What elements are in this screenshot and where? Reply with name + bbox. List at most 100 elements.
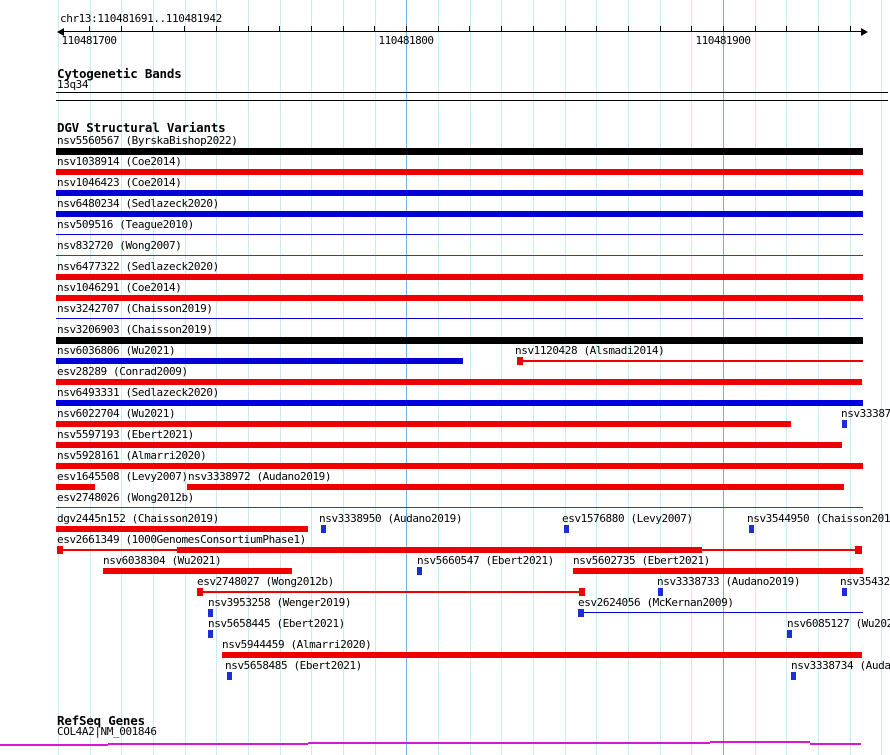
variant-bar[interactable] xyxy=(56,400,863,406)
axis-tick xyxy=(279,26,281,31)
variant-bar[interactable] xyxy=(56,442,842,448)
gene-line-segment[interactable] xyxy=(810,743,861,745)
variant-endpoint-marker[interactable] xyxy=(321,525,326,533)
variant-label[interactable]: nsv3338733 (Audano2019) xyxy=(657,575,801,588)
variant-line[interactable] xyxy=(56,318,863,319)
variant-line[interactable] xyxy=(56,507,863,508)
gridline-minor xyxy=(786,0,788,755)
variant-label[interactable]: nsv5944459 (Almarri2020) xyxy=(222,638,372,651)
variant-label[interactable]: nsv5602735 (Ebert2021) xyxy=(573,554,710,567)
variant-label[interactable]: esv1576880 (Levy2007) xyxy=(562,512,693,525)
variant-line[interactable] xyxy=(63,549,177,551)
gene-line-segment[interactable] xyxy=(308,742,710,744)
variant-line[interactable] xyxy=(702,549,855,551)
variant-bar[interactable] xyxy=(56,190,863,196)
gridline-minor xyxy=(627,0,629,755)
variant-label[interactable]: nsv5597193 (Ebert2021) xyxy=(57,428,194,441)
variant-endpoint-marker[interactable] xyxy=(578,609,584,617)
variant-bar[interactable] xyxy=(103,568,292,574)
variant-label[interactable]: nsv6022704 (Wu2021) xyxy=(57,407,176,420)
variant-label[interactable]: nsv6477322 (Sedlazeck2020) xyxy=(57,260,219,273)
variant-endpoint-marker[interactable] xyxy=(227,672,232,680)
variant-bar[interactable] xyxy=(56,169,863,175)
gene-line-segment[interactable] xyxy=(0,744,108,746)
variant-endpoint-marker[interactable] xyxy=(791,672,796,680)
variant-endpoint-marker[interactable] xyxy=(787,630,792,638)
gridline-minor xyxy=(311,0,313,755)
variant-bar[interactable] xyxy=(177,547,702,553)
variant-bar[interactable] xyxy=(56,337,863,344)
variant-label[interactable]: nsv333873 xyxy=(841,407,890,420)
variant-label[interactable]: nsv3338972 (Audano2019) xyxy=(188,470,332,483)
variant-label[interactable]: nsv1120428 (Alsmadi2014) xyxy=(515,344,665,357)
variant-label[interactable]: nsv6480234 (Sedlazeck2020) xyxy=(57,197,219,210)
variant-label[interactable]: nsv5658445 (Ebert2021) xyxy=(208,617,345,630)
variant-bar[interactable] xyxy=(222,652,862,658)
variant-bar[interactable] xyxy=(56,211,863,217)
variant-endpoint-marker[interactable] xyxy=(197,588,203,596)
variant-label[interactable]: nsv6085127 (Wu2021) xyxy=(787,617,890,630)
variant-bar[interactable] xyxy=(56,148,863,155)
variant-endpoint-marker[interactable] xyxy=(749,525,754,533)
variant-bar[interactable] xyxy=(187,484,844,490)
variant-endpoint-marker[interactable] xyxy=(417,567,422,575)
variant-endpoint-marker[interactable] xyxy=(564,525,569,533)
variant-label[interactable]: nsv3338734 (Audano2019) xyxy=(791,659,890,672)
variant-endpoint-marker[interactable] xyxy=(57,546,63,554)
variant-endpoint-marker[interactable] xyxy=(855,546,862,554)
variant-line[interactable] xyxy=(523,360,863,362)
variant-bar[interactable] xyxy=(56,421,791,427)
axis-tick xyxy=(374,26,376,31)
variant-label[interactable]: esv2748027 (Wong2012b) xyxy=(197,575,334,588)
variant-bar[interactable] xyxy=(56,295,863,301)
variant-label[interactable]: nsv354328 xyxy=(840,575,890,588)
variant-endpoint-marker[interactable] xyxy=(842,588,847,596)
gridline-minor xyxy=(247,0,249,755)
variant-label[interactable]: nsv6038304 (Wu2021) xyxy=(103,554,222,567)
variant-label[interactable]: nsv6493331 (Sedlazeck2020) xyxy=(57,386,219,399)
variant-label[interactable]: nsv5928161 (Almarri2020) xyxy=(57,449,207,462)
variant-bar[interactable] xyxy=(56,526,308,532)
gene-label[interactable]: COL4A2|NM_001846 xyxy=(57,725,157,738)
variant-label[interactable]: nsv5658485 (Ebert2021) xyxy=(225,659,362,672)
variant-label[interactable]: esv2661349 (1000GenomesConsortiumPhase1) xyxy=(57,533,306,546)
variant-label[interactable]: esv2748026 (Wong2012b) xyxy=(57,491,194,504)
variant-bar[interactable] xyxy=(56,463,863,469)
variant-bar[interactable] xyxy=(573,568,863,574)
variant-endpoint-marker[interactable] xyxy=(208,609,213,617)
variant-label[interactable]: esv2624056 (McKernan2009) xyxy=(578,596,734,609)
variant-label[interactable]: nsv3338950 (Audano2019) xyxy=(319,512,463,525)
variant-endpoint-marker[interactable] xyxy=(517,357,523,365)
variant-label[interactable]: nsv1046423 (Coe2014) xyxy=(57,176,182,189)
variant-endpoint-marker[interactable] xyxy=(208,630,213,638)
variant-line[interactable] xyxy=(56,234,863,235)
variant-endpoint-marker[interactable] xyxy=(579,588,585,596)
variant-bar[interactable] xyxy=(56,484,95,490)
variant-line[interactable] xyxy=(584,612,863,613)
variant-bar[interactable] xyxy=(56,379,862,385)
variant-bar[interactable] xyxy=(56,358,463,364)
variant-label[interactable]: nsv5560567 (ByrskaBishop2022) xyxy=(57,134,238,147)
variant-label[interactable]: esv1645508 (Levy2007) xyxy=(57,470,188,483)
gene-line-segment[interactable] xyxy=(108,743,308,745)
variant-line[interactable] xyxy=(203,591,579,593)
cytoband-rect[interactable] xyxy=(56,92,888,101)
variant-label[interactable]: nsv6036806 (Wu2021) xyxy=(57,344,176,357)
gene-line-segment[interactable] xyxy=(710,741,810,743)
variant-label[interactable]: esv28289 (Conrad2009) xyxy=(57,365,188,378)
variant-endpoint-marker[interactable] xyxy=(658,588,663,596)
variant-bar[interactable] xyxy=(56,274,863,280)
variant-label[interactable]: nsv509516 (Teague2010) xyxy=(57,218,194,231)
variant-label[interactable]: nsv3544950 (Chaisson2019) xyxy=(747,512,890,525)
variant-label[interactable]: nsv3242707 (Chaisson2019) xyxy=(57,302,213,315)
variant-label[interactable]: nsv832720 (Wong2007) xyxy=(57,239,182,252)
variant-endpoint-marker[interactable] xyxy=(842,420,847,428)
variant-label[interactable]: nsv3206903 (Chaisson2019) xyxy=(57,323,213,336)
variant-label[interactable]: nsv1046291 (Coe2014) xyxy=(57,281,182,294)
variant-label[interactable]: nsv5660547 (Ebert2021) xyxy=(417,554,554,567)
variant-label[interactable]: nsv3953258 (Wenger2019) xyxy=(208,596,352,609)
variant-line[interactable] xyxy=(56,255,863,256)
variant-label[interactable]: nsv1038914 (Coe2014) xyxy=(57,155,182,168)
variant-label[interactable]: dgv2445n152 (Chaisson2019) xyxy=(57,512,219,525)
